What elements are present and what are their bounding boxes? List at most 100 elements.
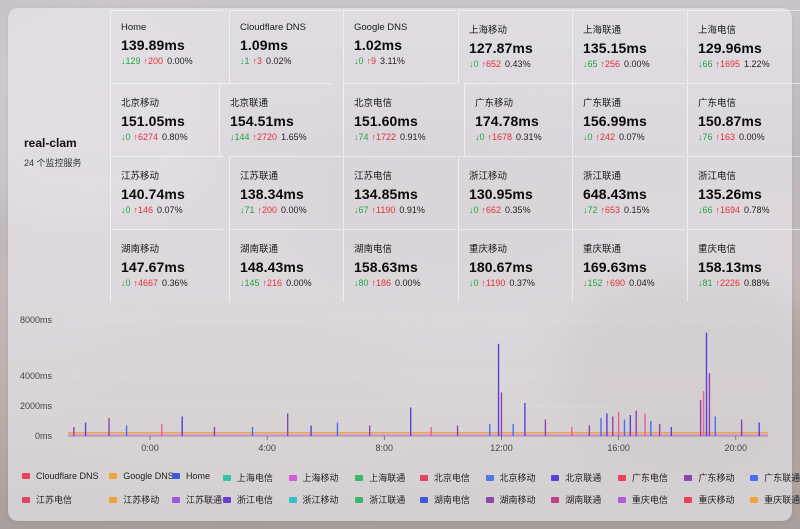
monitor-card[interactable]: 湖南联通 148.43ms ↓145 ↑216 0.00% <box>229 229 342 302</box>
min-latency: ↓0 <box>469 59 479 69</box>
legend-item[interactable]: 湖南联通 <box>551 493 601 506</box>
legend-item[interactable]: 江苏电信 <box>22 493 72 506</box>
legend-item[interactable]: 重庆电信 <box>617 493 668 506</box>
monitor-stats: ↓144 ↑2720 1.65% <box>230 132 332 142</box>
legend-item[interactable]: 上海联通 <box>355 471 405 484</box>
packet-loss: 0.00% <box>167 56 193 66</box>
y-tick-label: 4000ms <box>20 371 53 381</box>
monitor-stats: ↓0 ↑4667 0.36% <box>121 278 223 288</box>
monitor-card[interactable]: Cloudflare DNS 1.09ms ↓1 ↑3 0.02% <box>229 10 342 83</box>
max-latency: ↑690 <box>605 278 626 288</box>
min-latency: ↓0 <box>121 278 131 288</box>
monitor-card[interactable]: 重庆联通 169.63ms ↓152 ↑690 0.04% <box>572 229 685 302</box>
packet-loss: 1.22% <box>744 59 770 69</box>
monitor-label: 重庆联通 <box>583 244 622 255</box>
legend-swatch-icon <box>684 496 693 503</box>
max-latency: ↑256 <box>600 59 621 69</box>
legend-item[interactable]: 浙江联通 <box>355 493 405 506</box>
monitor-stats: ↓65 ↑256 0.00% <box>583 59 685 69</box>
monitor-latency: 140.74ms <box>121 186 185 202</box>
legend-label: 重庆电信 <box>631 495 668 505</box>
monitor-card[interactable]: 广东移动 174.78ms ↓0 ↑1678 0.31% <box>464 83 577 156</box>
baseline-band <box>68 433 768 436</box>
legend-item[interactable]: Google DNS <box>109 471 174 481</box>
monitor-latency: 139.89ms <box>121 37 185 53</box>
monitor-card[interactable]: 浙江联通 648.43ms ↓72 ↑653 0.15% <box>572 156 685 229</box>
monitor-card[interactable]: 广东电信 150.87ms ↓76 ↑163 0.00% <box>687 83 800 156</box>
monitor-latency: 147.67ms <box>121 259 185 275</box>
monitor-card[interactable]: 北京联通 154.51ms ↓144 ↑2720 1.65% <box>219 83 332 156</box>
min-latency: ↓72 <box>583 205 598 215</box>
legend-item[interactable]: 上海移动 <box>288 471 339 484</box>
legend-label: 广东联通 <box>764 473 800 483</box>
monitor-card[interactable]: 上海电信 129.96ms ↓66 ↑1695 1.22% <box>687 10 800 83</box>
monitor-card[interactable]: 湖南电信 158.63ms ↓80 ↑186 0.00% <box>343 229 456 302</box>
legend-swatch-icon <box>22 473 30 479</box>
monitor-latency: 135.15ms <box>583 40 647 56</box>
legend-label: 北京联通 <box>565 473 602 483</box>
legend-item[interactable]: 广东电信 <box>617 471 668 484</box>
legend-item[interactable]: 广东联通 <box>750 471 800 484</box>
monitor-card[interactable]: 北京移动 151.05ms ↓0 ↑6274 0.80% <box>110 83 223 156</box>
min-latency: ↓76 <box>698 132 713 142</box>
monitor-card[interactable]: 广东联通 156.99ms ↓0 ↑242 0.07% <box>572 83 685 156</box>
packet-loss: 0.35% <box>505 205 531 215</box>
min-latency: ↓0 <box>121 205 131 215</box>
monitor-card[interactable]: 江苏联通 138.34ms ↓71 ↑200 0.00% <box>229 156 342 229</box>
legend-item[interactable]: 广东移动 <box>684 471 734 484</box>
legend-item[interactable]: 北京移动 <box>485 471 536 484</box>
monitor-stats: ↓129 ↑200 0.00% <box>121 56 223 66</box>
legend-item[interactable]: 重庆联通 <box>750 493 800 506</box>
monitor-card[interactable]: 上海移动 127.87ms ↓0 ↑652 0.43% <box>458 10 571 83</box>
legend-swatch-icon <box>22 496 30 503</box>
monitor-label: 广东移动 <box>475 98 514 109</box>
legend-item[interactable]: 北京联通 <box>551 471 601 484</box>
monitor-card[interactable]: 湖南移动 147.67ms ↓0 ↑4667 0.36% <box>110 229 223 302</box>
legend-item[interactable]: Home <box>171 471 210 481</box>
legend-label: 江苏移动 <box>123 495 160 505</box>
legend-item[interactable]: 上海电信 <box>222 471 273 484</box>
legend-item[interactable]: 重庆移动 <box>684 493 734 506</box>
monitor-card[interactable]: 重庆移动 180.67ms ↓0 ↑1190 0.37% <box>458 229 571 302</box>
monitor-label: 江苏联通 <box>240 171 279 182</box>
legend-item[interactable]: 浙江电信 <box>222 493 273 506</box>
legend-item[interactable]: 江苏联通 <box>171 493 222 506</box>
monitor-stats: ↓0 ↑6274 0.80% <box>121 132 223 142</box>
legend-swatch-icon <box>485 474 494 481</box>
packet-loss: 0.07% <box>619 132 645 142</box>
packet-loss: 0.00% <box>624 59 650 69</box>
monitor-latency: 134.85ms <box>354 186 418 202</box>
monitor-label: 上海电信 <box>698 25 737 36</box>
monitor-card[interactable]: Google DNS 1.02ms ↓0 ↑9 3.11% <box>343 10 456 83</box>
legend-item[interactable]: 湖南移动 <box>485 493 536 506</box>
legend-item[interactable]: 北京电信 <box>419 471 470 484</box>
legend-item[interactable]: 湖南电信 <box>419 493 470 506</box>
monitor-card[interactable]: 江苏电信 134.85ms ↓67 ↑1190 0.91% <box>343 156 456 229</box>
legend-item[interactable]: 江苏移动 <box>109 493 159 506</box>
max-latency: ↑4667 <box>133 278 159 288</box>
monitor-card[interactable]: 浙江电信 135.26ms ↓66 ↑1694 0.78% <box>687 156 800 229</box>
min-latency: ↓145 <box>240 278 260 288</box>
legend-swatch-icon <box>684 474 693 481</box>
monitor-card[interactable]: 北京电信 151.60ms ↓74 ↑1722 0.91% <box>343 83 456 156</box>
monitor-card[interactable]: 上海联通 135.15ms ↓65 ↑256 0.00% <box>572 10 685 83</box>
monitor-card[interactable]: 重庆电信 158.13ms ↓81 ↑2226 0.88% <box>687 229 800 302</box>
legend-item[interactable]: 浙江移动 <box>288 493 339 506</box>
packet-loss: 0.91% <box>400 132 426 142</box>
legend-label: 浙江联通 <box>369 495 406 505</box>
max-latency: ↑653 <box>600 205 621 215</box>
max-latency: ↑1722 <box>371 132 397 142</box>
legend-label: Cloudflare DNS <box>36 471 99 481</box>
monitor-card[interactable]: 浙江移动 130.95ms ↓0 ↑662 0.35% <box>458 156 571 229</box>
monitor-label: 重庆电信 <box>698 244 737 255</box>
legend-item[interactable]: Cloudflare DNS <box>22 471 99 481</box>
legend-label: 江苏电信 <box>36 495 73 505</box>
legend-swatch-icon <box>222 474 231 481</box>
max-latency: ↑662 <box>481 205 502 215</box>
monitor-card[interactable]: 江苏移动 140.74ms ↓0 ↑146 0.07% <box>110 156 223 229</box>
monitor-card[interactable]: Home 139.89ms ↓129 ↑200 0.00% <box>110 10 223 83</box>
legend-label: Google DNS <box>123 471 174 481</box>
legend-swatch-icon <box>419 474 428 481</box>
legend-label: 湖南电信 <box>433 495 470 505</box>
min-latency: ↓144 <box>230 132 250 142</box>
